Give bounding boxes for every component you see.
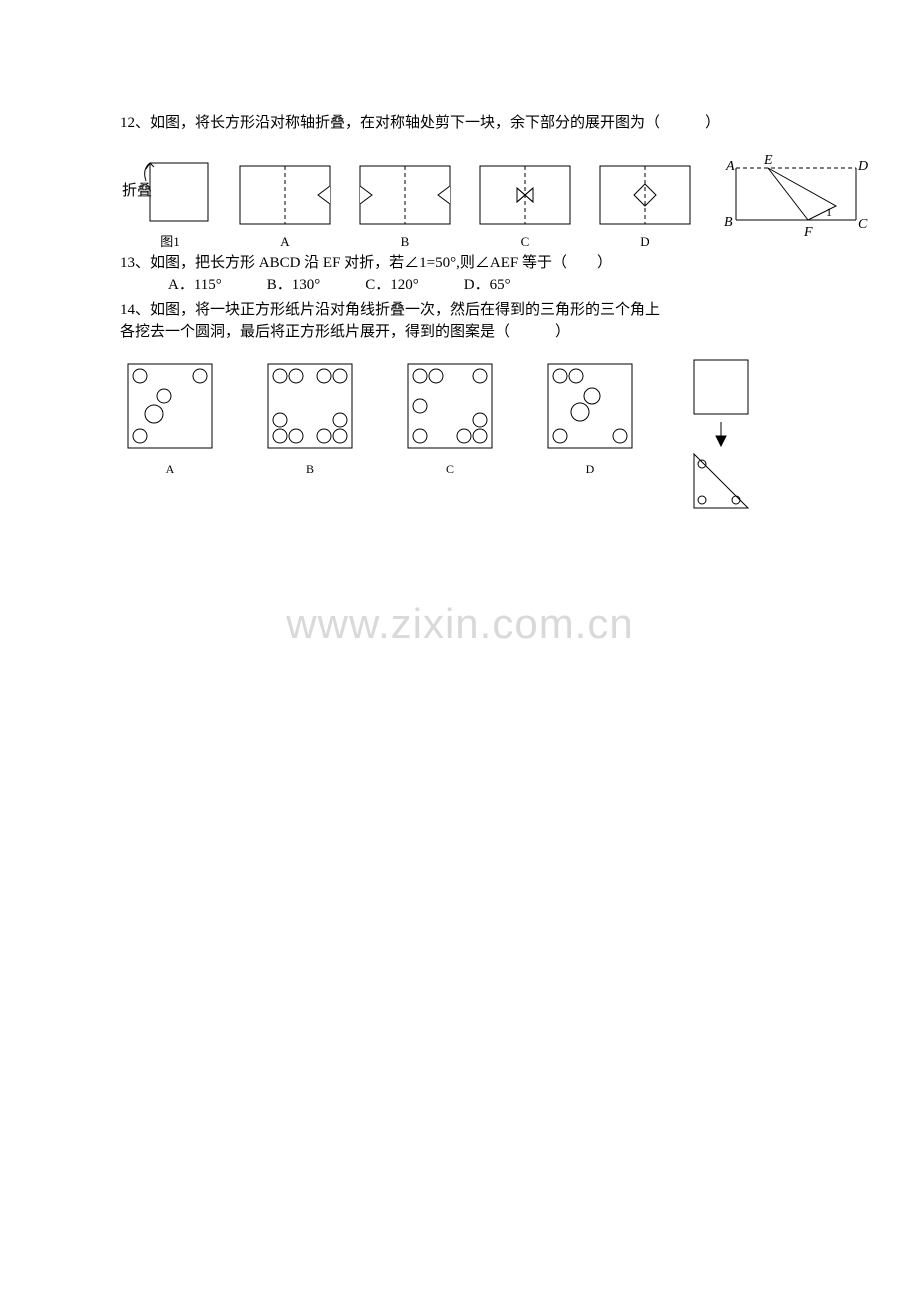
q12-figures: 折叠 图1 A — [120, 147, 856, 250]
svg-text:D: D — [857, 159, 868, 174]
svg-text:E: E — [763, 153, 773, 168]
q14-d-label: D — [540, 462, 640, 477]
q12-opt-b-label: B — [350, 234, 460, 250]
q12-opt-d — [590, 150, 700, 240]
q12-opt-c-label: C — [470, 234, 580, 250]
svg-text:B: B — [724, 215, 733, 230]
fig1-label: 图1 — [120, 231, 220, 250]
q12-opt-c — [470, 150, 580, 240]
q14-c-label: C — [400, 462, 500, 477]
q14-opt-a — [120, 356, 220, 456]
svg-text:C: C — [858, 217, 868, 232]
q14-figures: A B — [120, 356, 856, 516]
q12-fig1: 折叠 — [120, 147, 220, 237]
svg-text:1: 1 — [826, 205, 832, 219]
fold-label: 折叠 — [122, 182, 152, 199]
q14-line1: 14、如图，将一块正方形纸片沿对角线折叠一次，然后在得到的三角形的三个角上 — [120, 299, 856, 322]
q14-b-label: B — [260, 462, 360, 477]
q13-text: 13、如图，把长方形 ABCD 沿 EF 对折，若∠1=50°,则∠AEF 等于… — [120, 252, 856, 275]
q12-opt-b — [350, 150, 460, 240]
q14-line2: 各挖去一个圆洞，最后将正方形纸片展开，得到的图案是（ ） — [120, 321, 856, 344]
q14-process — [680, 356, 760, 516]
q13-choices: A．115° B．130° C．120° D．65° — [120, 274, 856, 297]
q14-opt-c — [400, 356, 500, 456]
q12-opt-a — [230, 150, 340, 240]
watermark: www.zixin.com.cn — [0, 600, 920, 648]
q13-diagram: 1 A E D B F C — [718, 150, 868, 250]
q12-text: 12、如图，将长方形沿对称轴折叠，在对称轴处剪下一块，余下部分的展开图为（ ） — [120, 112, 856, 135]
q14-opt-b — [260, 356, 360, 456]
q14-a-label: A — [120, 462, 220, 477]
svg-text:F: F — [803, 225, 813, 240]
q14-opt-d — [540, 356, 640, 456]
svg-text:A: A — [725, 159, 735, 174]
q12-opt-a-label: A — [230, 234, 340, 250]
q12-opt-d-label: D — [590, 234, 700, 250]
